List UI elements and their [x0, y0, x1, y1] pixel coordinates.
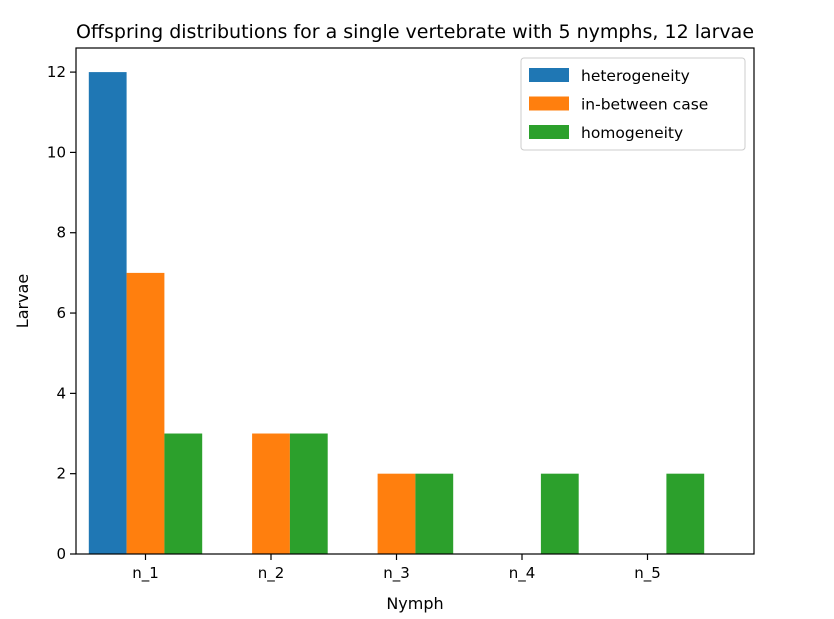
- plot-frame: [75, 47, 755, 555]
- bar-homogeneity-n_1: [164, 433, 203, 554]
- x-tick-label: n_3: [383, 564, 410, 583]
- legend: heterogeneity in-between case homogeneity: [520, 57, 746, 151]
- legend-label-in-between-case: in-between case: [581, 96, 708, 114]
- bar-homogeneity-n_4: [540, 473, 579, 554]
- x-tick-label: n_2: [258, 564, 285, 583]
- legend-label-heterogeneity: heterogeneity: [581, 67, 690, 85]
- y-axis-label: Larvae: [13, 274, 32, 328]
- chart-title: Offspring distributions for a single ver…: [76, 21, 754, 43]
- bars-group: [88, 72, 705, 554]
- bar-in-between-case-n_2: [252, 433, 290, 554]
- legend-frame: [520, 57, 746, 151]
- legend-swatch-heterogeneity: [529, 68, 569, 82]
- bar-in-between-case-n_3: [377, 473, 416, 554]
- y-tick-label: 8: [56, 224, 66, 242]
- x-axis-label: Nymph: [386, 594, 443, 613]
- x-tick-label: n_5: [634, 564, 661, 583]
- legend-swatch-homogeneity: [529, 125, 569, 139]
- x-tick-label: n_4: [509, 564, 536, 583]
- bar-homogeneity-n_5: [666, 473, 705, 554]
- x-tick-label: n_1: [132, 564, 159, 583]
- legend-swatch-in-between-case: [529, 96, 569, 111]
- x-axis: n_1 n_2 n_3 n_4 n_5: [132, 554, 661, 583]
- bar-in-between-case-n_1: [126, 272, 165, 554]
- y-tick-label: 0: [56, 545, 66, 563]
- legend-label-homogeneity: homogeneity: [581, 124, 683, 142]
- y-tick-label: 6: [56, 304, 66, 322]
- y-tick-label: 2: [56, 465, 66, 483]
- bar-heterogeneity-n_1: [88, 72, 127, 554]
- y-axis: 0 2 4 6 8 10 12: [47, 63, 76, 563]
- bar-homogeneity-n_2: [289, 433, 328, 554]
- y-tick-label: 12: [47, 63, 66, 81]
- y-tick-label: 4: [56, 384, 66, 402]
- bar-homogeneity-n_3: [415, 473, 454, 554]
- y-tick-label: 10: [47, 143, 66, 161]
